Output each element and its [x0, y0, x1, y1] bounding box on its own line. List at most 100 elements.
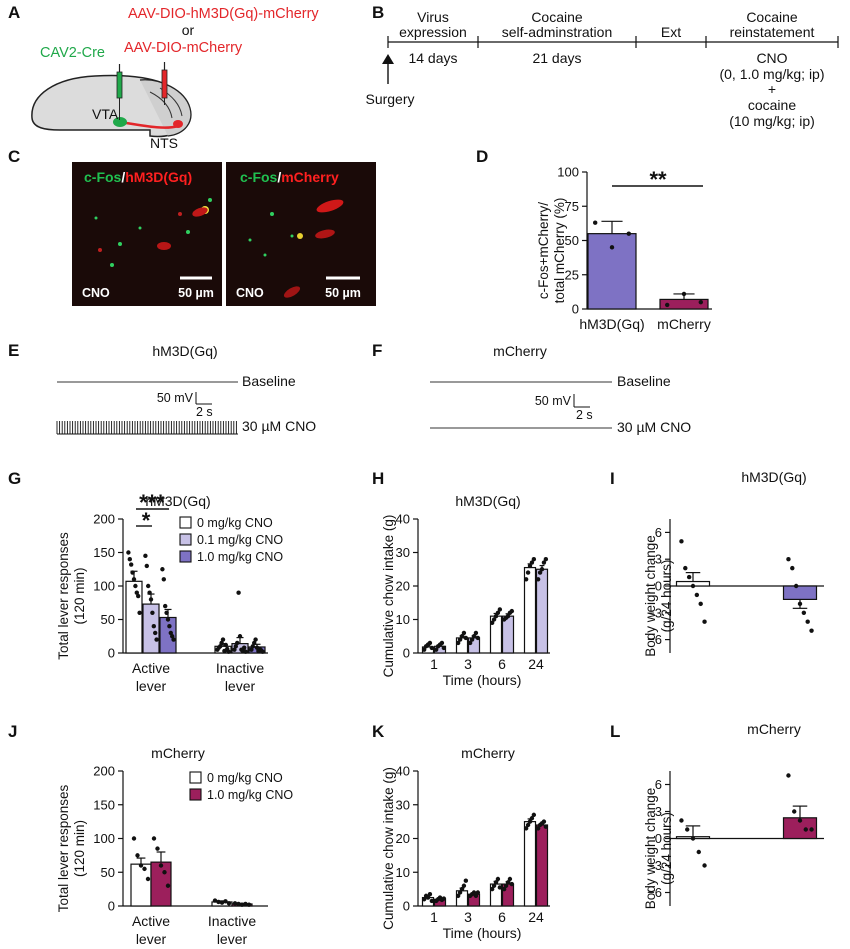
panel-k-chart-y-tick-label: 10 — [396, 865, 410, 880]
left-image-label: c-Fos/hM3D(Gq) — [84, 169, 192, 185]
panel-j-chart-category-label: lever — [217, 931, 248, 947]
reinst-cno: CNO — [756, 50, 787, 66]
mcherry-cell — [157, 242, 171, 250]
right-scale-label: 50 µm — [325, 286, 361, 300]
panel-d-chart: 0 25 50 75 100 c-Fos+mCherry/total mCherry (%… — [536, 165, 712, 332]
panel-d-sig-label: ** — [649, 167, 667, 192]
panel-k-chart-category-label: 1 — [430, 909, 438, 925]
panel-k-chart-point — [501, 886, 507, 892]
panel-f-traces: mCherry Baseline 30 µM CNO 50 mV 2 s — [430, 343, 691, 435]
panel-i-chart-point — [809, 628, 814, 633]
signal-dot — [270, 212, 274, 216]
panel-letter-i: I — [610, 469, 615, 488]
panel-i-chart-point — [805, 619, 810, 624]
right-image-label: c-Fos/mCherry — [240, 169, 339, 185]
panel-h-chart-point — [421, 647, 427, 652]
panel-h-chart-category-label: 1 — [430, 656, 438, 672]
signal-dot — [118, 242, 122, 246]
panel-e-traces: hM3D(Gq) Baseline 30 µM CNO 50 mV 2 s — [56, 343, 316, 435]
cno-label-f: 30 µM CNO — [617, 419, 691, 435]
micrograph-hm3d — [72, 162, 222, 306]
panel-h-chart-point — [441, 645, 447, 651]
reinst-cocaine: cocaine — [748, 97, 796, 113]
panel-j-chart-category-label: lever — [136, 931, 167, 947]
panel-k-chart-point — [459, 886, 465, 892]
panel-g-chart-point — [233, 644, 238, 649]
vta-label: VTA — [92, 106, 119, 122]
panel-l-chart-point — [792, 809, 797, 814]
panel-k-chart-point — [425, 895, 431, 900]
panel-j-chart-point — [239, 902, 245, 907]
panel-i-chart-point — [786, 557, 791, 562]
panel-g-chart-category-label: lever — [136, 678, 167, 694]
panel-k-chart-title: mCherry — [461, 745, 515, 761]
panel-i-chart-point — [686, 574, 692, 580]
panel-k-chart-point — [461, 883, 467, 888]
panel-k-chart-category-label: 6 — [498, 909, 506, 925]
panel-h-chart-point — [473, 630, 479, 636]
panel-l-chart-point — [786, 773, 791, 778]
sa-label-2: self-adminstration — [502, 24, 613, 40]
panel-h-chart-point — [537, 570, 543, 575]
panel-k-chart-bar — [523, 821, 537, 907]
panel-d-y-tick-label: 100 — [557, 165, 579, 180]
panel-h-chart-point — [467, 640, 473, 646]
panel-l-chart-y-label: (g/24 hours) — [659, 812, 674, 885]
left-cno-label: CNO — [82, 286, 110, 300]
panel-c-micrographs: c-Fos/hM3D(Gq) c-Fos/mCherry CNO CNO 50 … — [72, 162, 376, 306]
panel-l-chart-point — [679, 818, 684, 823]
nts-region — [173, 120, 183, 128]
panel-g-chart-point — [137, 610, 142, 615]
panel-i-chart-point — [690, 583, 696, 589]
panel-g-chart-y-label: Total lever responses — [56, 532, 71, 660]
panel-k-chart-point — [473, 893, 479, 899]
panel-a-schematic: AAV-DIO-hM3D(Gq)-mCherry or AAV-DIO-mChe… — [31, 6, 319, 151]
panel-h-chart-category-label: 3 — [464, 656, 472, 672]
signal-dot — [110, 263, 114, 267]
reinst-cocaine-dose: (10 mg/kg; ip) — [729, 113, 815, 129]
panel-g-chart-point — [163, 603, 168, 609]
panel-j-chart-point — [246, 902, 252, 907]
panel-k-chart-point — [475, 890, 481, 895]
baseline-label-e: Baseline — [242, 373, 296, 389]
reinst-label-2: reinstatement — [730, 24, 815, 40]
panel-g-chart-y-tick-label: 200 — [93, 512, 115, 527]
panel-k-chart-category-label: 3 — [464, 909, 472, 925]
panel-g-chart-legend-label: 1.0 mg/kg CNO — [197, 550, 283, 564]
panel-l-chart-y-label: Body weight change — [643, 788, 658, 910]
panel-k-chart-point — [541, 819, 547, 824]
panel-g-chart-point — [126, 550, 131, 555]
panel-d-point — [626, 231, 631, 236]
panel-g-chart-point — [146, 583, 151, 589]
panel-g-chart-y-tick-label: 100 — [93, 579, 115, 594]
panel-letter-j: J — [8, 722, 17, 741]
panel-letter-g: G — [8, 469, 21, 488]
panel-j-chart-legend-label: 0 mg/kg CNO — [207, 771, 283, 785]
panel-j-chart-y-label: Total lever responses — [56, 784, 71, 912]
panel-i-chart-point — [683, 565, 688, 571]
panel-g-chart-point — [144, 563, 149, 569]
panel-g-chart-point — [236, 590, 241, 595]
panel-l-chart-point — [797, 818, 803, 823]
panel-l-chart-title: mCherry — [747, 721, 801, 737]
panel-d-point — [609, 245, 615, 250]
panel-i-chart-y-tick-label: 6 — [655, 525, 662, 540]
panel-k-chart-point — [505, 880, 511, 885]
panel-g-chart-point — [151, 624, 156, 629]
panel-i-chart-point — [801, 610, 807, 615]
panel-i-chart-y-tick-label: 0 — [655, 579, 662, 594]
panel-h-chart-point — [523, 577, 529, 582]
signal-dot — [178, 212, 182, 216]
micrograph-signals — [94, 198, 344, 298]
panel-h-chart-category-label: 24 — [528, 656, 544, 672]
panel-d-y-tick-label: 50 — [565, 233, 579, 248]
panel-g-chart-point — [129, 562, 134, 567]
panel-j-chart-y-tick-label: 0 — [108, 899, 115, 914]
panel-letter-l: L — [610, 722, 620, 741]
panel-j-chart-point — [158, 863, 164, 868]
panel-letter-d: D — [476, 147, 488, 166]
cav2-cre-label: CAV2-Cre — [40, 45, 105, 61]
baseline-label-f: Baseline — [617, 373, 671, 389]
